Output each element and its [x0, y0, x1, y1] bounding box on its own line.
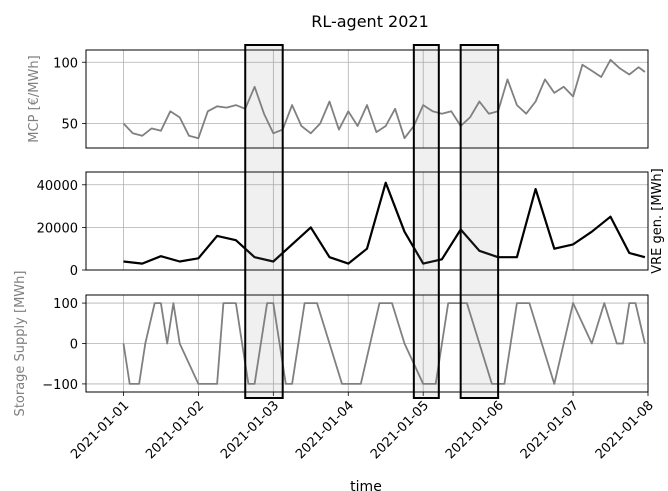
axes-frame — [85, 171, 649, 271]
panels-group: 50 100 MCP [€/MWh] 0 20000 40000 VRE gen. [MWh… — [13, 49, 665, 417]
x-tick-labels: 2021-01-01 2021-01-02 2021-01-03 2021-01-04… — [68, 392, 657, 462]
x-tick-label: 2021-01-07 — [518, 398, 582, 462]
series-line-panel-2 — [123, 181, 646, 265]
x-tick-label: 2021-01-04 — [293, 398, 357, 462]
y-tick-label: 0 — [70, 338, 78, 353]
y-tick-label: 50 — [61, 118, 78, 133]
x-axis-label: time — [350, 479, 382, 491]
axes-frame — [85, 49, 649, 149]
highlight-window-2 — [412, 44, 440, 399]
y-tick-label: 40000 — [37, 179, 78, 194]
y-tick-label: 100 — [53, 56, 78, 71]
x-tick-label: 2021-01-05 — [368, 398, 432, 462]
x-tick-label: 2021-01-08 — [593, 398, 657, 462]
series-line-panel-1 — [122, 58, 646, 140]
y-axis-label-panel-2: VRE gen. [MWh] — [650, 168, 665, 273]
y-tick-label: 0 — [70, 264, 78, 279]
y-tick-label: −100 — [42, 378, 78, 393]
y-tick-label: 100 — [53, 297, 78, 312]
axes-frame — [85, 294, 649, 393]
highlight-window-3 — [459, 44, 500, 399]
panel-2: 0 20000 40000 VRE gen. [MWh] — [37, 168, 665, 279]
panel-1: 50 100 MCP [€/MWh] — [27, 49, 649, 149]
panel-3: −100 0 100 Storage Supply [MWh] — [13, 271, 649, 417]
highlight-windows — [244, 44, 500, 399]
y-axis-label-panel-3: Storage Supply [MWh] — [13, 271, 28, 417]
y-tick-label: 20000 — [37, 221, 78, 236]
series-line-panel-3 — [122, 302, 646, 385]
x-tick-label: 2021-01-06 — [443, 398, 507, 462]
x-tick-label: 2021-01-01 — [68, 398, 132, 462]
x-tick-label: 2021-01-03 — [218, 398, 282, 462]
y-axis-label-panel-1: MCP [€/MWh] — [27, 55, 42, 142]
chart-title: RL-agent 2021 — [311, 12, 429, 31]
highlight-window-1 — [244, 44, 284, 399]
x-tick-label: 2021-01-02 — [143, 398, 207, 462]
